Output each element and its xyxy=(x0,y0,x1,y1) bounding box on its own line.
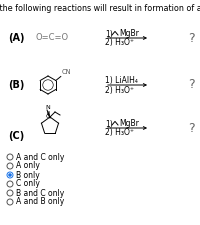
Text: 1): 1) xyxy=(105,119,113,128)
Text: O=C=O: O=C=O xyxy=(35,34,69,43)
Text: C: C xyxy=(46,114,50,119)
Circle shape xyxy=(7,181,13,187)
Circle shape xyxy=(7,163,13,169)
Text: B only: B only xyxy=(16,171,40,180)
Text: (B): (B) xyxy=(8,80,24,90)
Text: 2) H₃O⁺: 2) H₃O⁺ xyxy=(105,38,134,47)
Circle shape xyxy=(7,154,13,160)
Circle shape xyxy=(8,173,12,177)
Text: MgBr: MgBr xyxy=(119,119,139,128)
Text: (A): (A) xyxy=(8,33,24,43)
Text: N: N xyxy=(46,105,50,110)
Text: 1) LiAlH₄: 1) LiAlH₄ xyxy=(105,76,138,85)
Text: ?: ? xyxy=(188,32,195,45)
Circle shape xyxy=(7,190,13,196)
Circle shape xyxy=(7,172,13,178)
Text: CN: CN xyxy=(62,70,71,76)
Text: Which of the following reactions will result in formation of an amine?: Which of the following reactions will re… xyxy=(0,4,200,13)
Text: MgBr: MgBr xyxy=(119,29,139,38)
Text: 1): 1) xyxy=(105,29,113,38)
Circle shape xyxy=(7,199,13,205)
Text: B and C only: B and C only xyxy=(16,189,64,198)
Text: 2) H₃O⁺: 2) H₃O⁺ xyxy=(105,128,134,137)
Text: ?: ? xyxy=(188,122,195,135)
Text: A only: A only xyxy=(16,162,40,171)
Text: C only: C only xyxy=(16,180,40,189)
Text: ?: ? xyxy=(188,79,195,92)
Text: (C): (C) xyxy=(8,131,24,141)
Text: A and C only: A and C only xyxy=(16,153,64,162)
Text: A and B only: A and B only xyxy=(16,198,64,207)
Text: 2) H₃O⁺: 2) H₃O⁺ xyxy=(105,86,134,94)
